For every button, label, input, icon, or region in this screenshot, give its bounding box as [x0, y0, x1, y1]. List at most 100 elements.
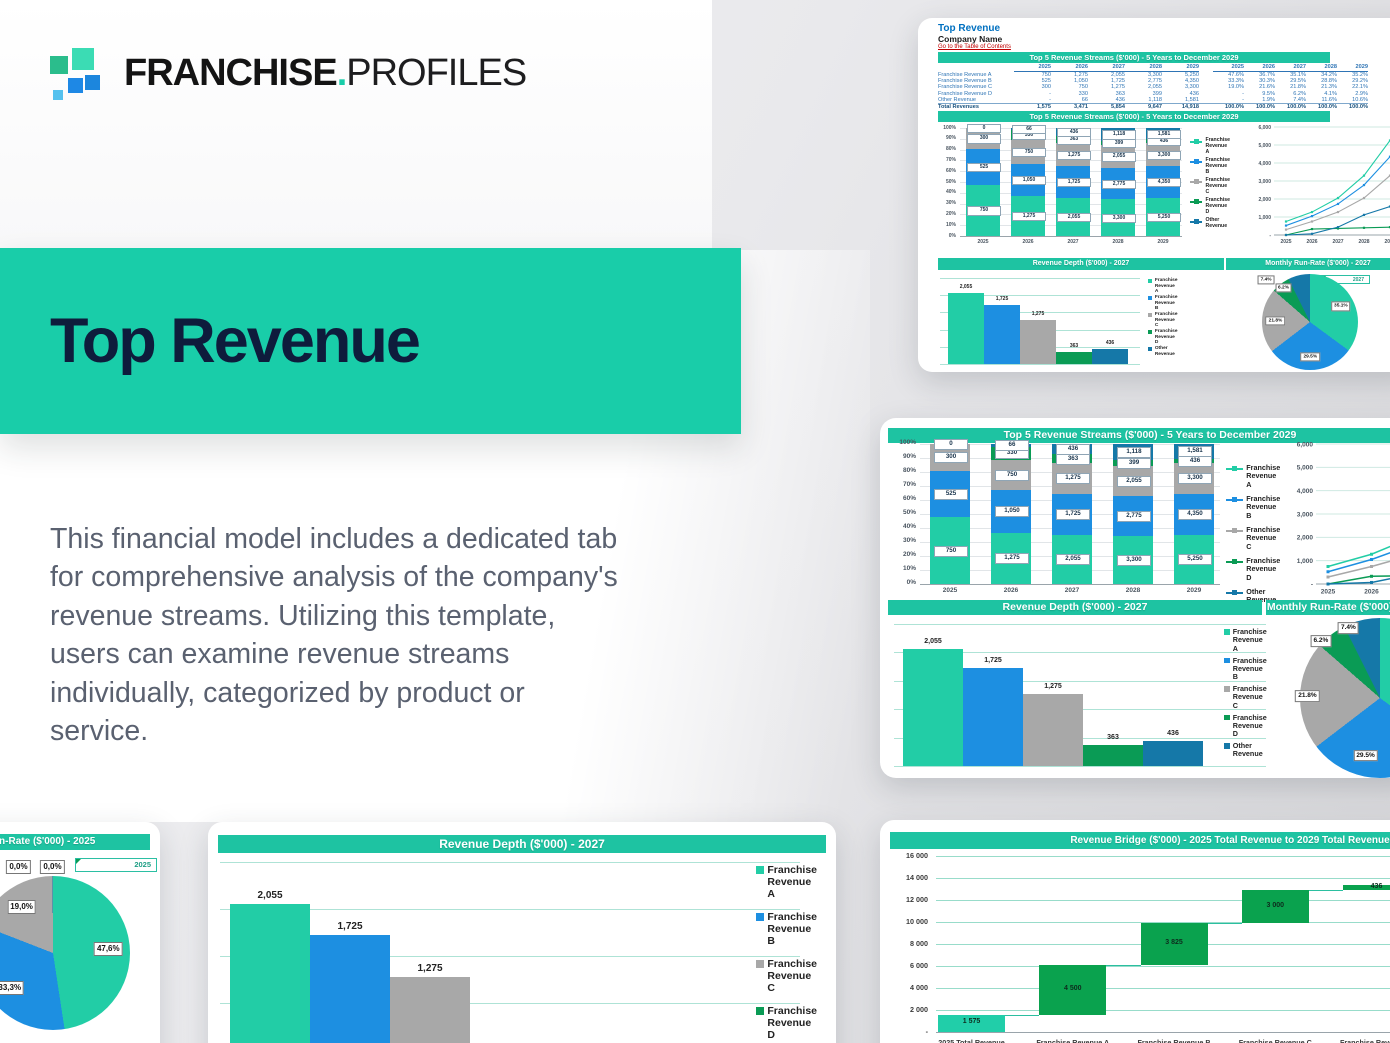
- data-label: 3,300: [1178, 473, 1212, 485]
- row-label: Other Revenue: [938, 96, 976, 103]
- table-cell: 750: [1041, 72, 1051, 78]
- svg-text:1,000: 1,000: [1297, 558, 1314, 565]
- table-cell: 2025: [1014, 64, 1051, 72]
- data-label: 4,350: [1178, 509, 1212, 521]
- waterfall-bar: [1241, 890, 1309, 924]
- y-axis-label: 10 000: [906, 916, 928, 926]
- table-row: Other Revenue - 66 436 1,118 1,581 - 1.9% 7.4% 11…: [938, 97, 1390, 103]
- table-cell: 1,275: [1074, 72, 1088, 78]
- legend-item: Franchise Revenue C: [1190, 177, 1230, 196]
- x-axis-label: 2025: [977, 239, 989, 245]
- table-cell: 9,647: [1125, 102, 1162, 111]
- svg-text:2027: 2027: [1332, 239, 1343, 245]
- x-axis-label: 2027: [1064, 587, 1080, 594]
- revenue-depth-card: Revenue Depth ($'000) - 2027 2,055 1,725 1…: [208, 822, 836, 1043]
- revenue-bridge-card: Revenue Bridge ($'000) - 2025 Total Reve…: [880, 820, 1390, 1043]
- legend-item: Other Revenue: [1226, 587, 1276, 605]
- data-label: 1,118: [1117, 447, 1151, 459]
- bar: [1143, 741, 1203, 766]
- data-label: 1,275: [1056, 473, 1090, 485]
- x-axis: [936, 1032, 1390, 1033]
- bar: [230, 903, 310, 1043]
- legend-marker-square: [1224, 629, 1230, 635]
- gridline: [940, 312, 1140, 314]
- legend-marker-square: [756, 912, 765, 921]
- data-label: 436: [1105, 340, 1115, 346]
- data-label: 1,275: [1012, 212, 1046, 222]
- x-axis-label: 2029: [1157, 239, 1169, 245]
- x-axis-label: 2025 Total Revenue: [938, 1038, 1005, 1043]
- legend-marker-square: [1193, 159, 1199, 165]
- data-label: 1,581: [1178, 446, 1212, 458]
- row-label: Franchise Revenue D: [938, 90, 993, 97]
- table-cell: 11.6%: [1321, 96, 1337, 103]
- legend-marker-line: [1190, 199, 1203, 205]
- row-label: Franchise Revenue A: [938, 72, 992, 78]
- legend-item: Franchise Revenue D: [1148, 329, 1178, 346]
- table-cell: 436: [1115, 96, 1125, 103]
- gridline: [936, 900, 1390, 901]
- table-cell: [1199, 64, 1213, 72]
- x-axis-label: 2028: [1112, 239, 1124, 245]
- legend-marker-square: [1148, 295, 1152, 300]
- y-axis-label: 60%: [902, 495, 916, 503]
- gridline: [894, 766, 1266, 767]
- table-cell: 66: [1081, 96, 1088, 103]
- data-label: 0: [934, 439, 968, 451]
- pie-label: 47,6%: [93, 941, 123, 956]
- svg-text:4,000: 4,000: [1297, 488, 1314, 495]
- data-label: 1,275: [1057, 150, 1091, 160]
- y-axis-label: 80%: [945, 146, 956, 153]
- table-row: Franchise Revenue B 525 1,050 1,725 2,775 4,3…: [938, 78, 1390, 84]
- gridline: [940, 278, 1140, 279]
- table-cell: 5,854: [1088, 102, 1125, 111]
- run-rate-pie-chart: 35.1% 29.5% 21.8% 6.2%7.4%: [1257, 274, 1358, 370]
- brand-logo-mark: [48, 44, 110, 102]
- legend-marker-line: [1226, 559, 1244, 565]
- brand-dot: .: [336, 51, 348, 94]
- pie-label: 6.2%: [1275, 283, 1292, 293]
- legend-item: Franchise Revenue A: [756, 864, 817, 900]
- svg-text:2029: 2029: [1384, 239, 1390, 245]
- data-label: 363: [1107, 734, 1119, 742]
- legend-label: Franchise Revenue C: [1246, 525, 1281, 551]
- y-axis-label: 30%: [945, 200, 956, 207]
- y-axis-label: 70%: [902, 481, 916, 489]
- table-cell: 7.4%: [1293, 96, 1306, 103]
- table-cell: 2025: [1213, 64, 1244, 72]
- x-axis: [960, 236, 1182, 237]
- table-cell: 2029: [1337, 64, 1368, 72]
- table-cell: 36.7%: [1259, 72, 1275, 78]
- legend-item: Other Revenue: [1190, 217, 1227, 230]
- x-axis-label: 2025: [942, 587, 958, 594]
- line-chart-svg: -1,0002,0003,0004,0005,0006,000202520262…: [1297, 441, 1390, 596]
- table-cell: 2.9%: [1355, 90, 1368, 97]
- stacked-bar-chart: 0% 10% 20% 30% 40% 50% 60% 70% 80% 90% 100% 750 525 3…: [892, 439, 1224, 602]
- y-axis-label: 50%: [945, 178, 956, 185]
- legend-item: Franchise Revenue B: [1226, 494, 1280, 520]
- pie-label: 21.8%: [1295, 690, 1320, 703]
- legend-label: Franchise Revenue D: [1246, 556, 1281, 582]
- y-axis-label: 10%: [902, 565, 916, 573]
- legend-label: Franchise Revenue D: [767, 1005, 817, 1042]
- table-banner: Top 5 Revenue Streams ($'000) - 5 Years …: [938, 52, 1330, 63]
- svg-text:2026: 2026: [1306, 239, 1317, 245]
- x-axis-label: 2029: [1186, 587, 1202, 594]
- table-cell: 3,300: [1185, 84, 1199, 91]
- legend-item: Other Revenue: [1224, 741, 1263, 759]
- table-cell: 2027: [1275, 64, 1306, 72]
- year-slicer[interactable]: 2025: [75, 858, 157, 872]
- depth-chart-banner: Revenue Depth ($'000) - 2027: [938, 258, 1224, 270]
- data-label: 5,250: [1178, 554, 1212, 566]
- svg-text:6,000: 6,000: [1258, 125, 1271, 131]
- stacked-bar-chart: 0% 10% 20% 30% 40% 50% 60% 70% 80% 90% 100% 750 525 3…: [938, 124, 1186, 250]
- table-row: Franchise Revenue C 300 750 1,275 2,055 3,300…: [938, 84, 1390, 90]
- table-of-contents-link[interactable]: Go to the Table of Contents: [938, 44, 1011, 50]
- row-label: Franchise Revenue C: [938, 84, 993, 91]
- table-cell: 436: [1189, 90, 1199, 97]
- data-label: 436: [1370, 882, 1383, 890]
- legend-marker-square: [756, 959, 765, 968]
- revenue-streams-table: 2025 2026 2027 2028 2029 2025 2026 2027 2028 2029…: [938, 64, 1390, 111]
- y-axis-label: 20%: [902, 551, 916, 559]
